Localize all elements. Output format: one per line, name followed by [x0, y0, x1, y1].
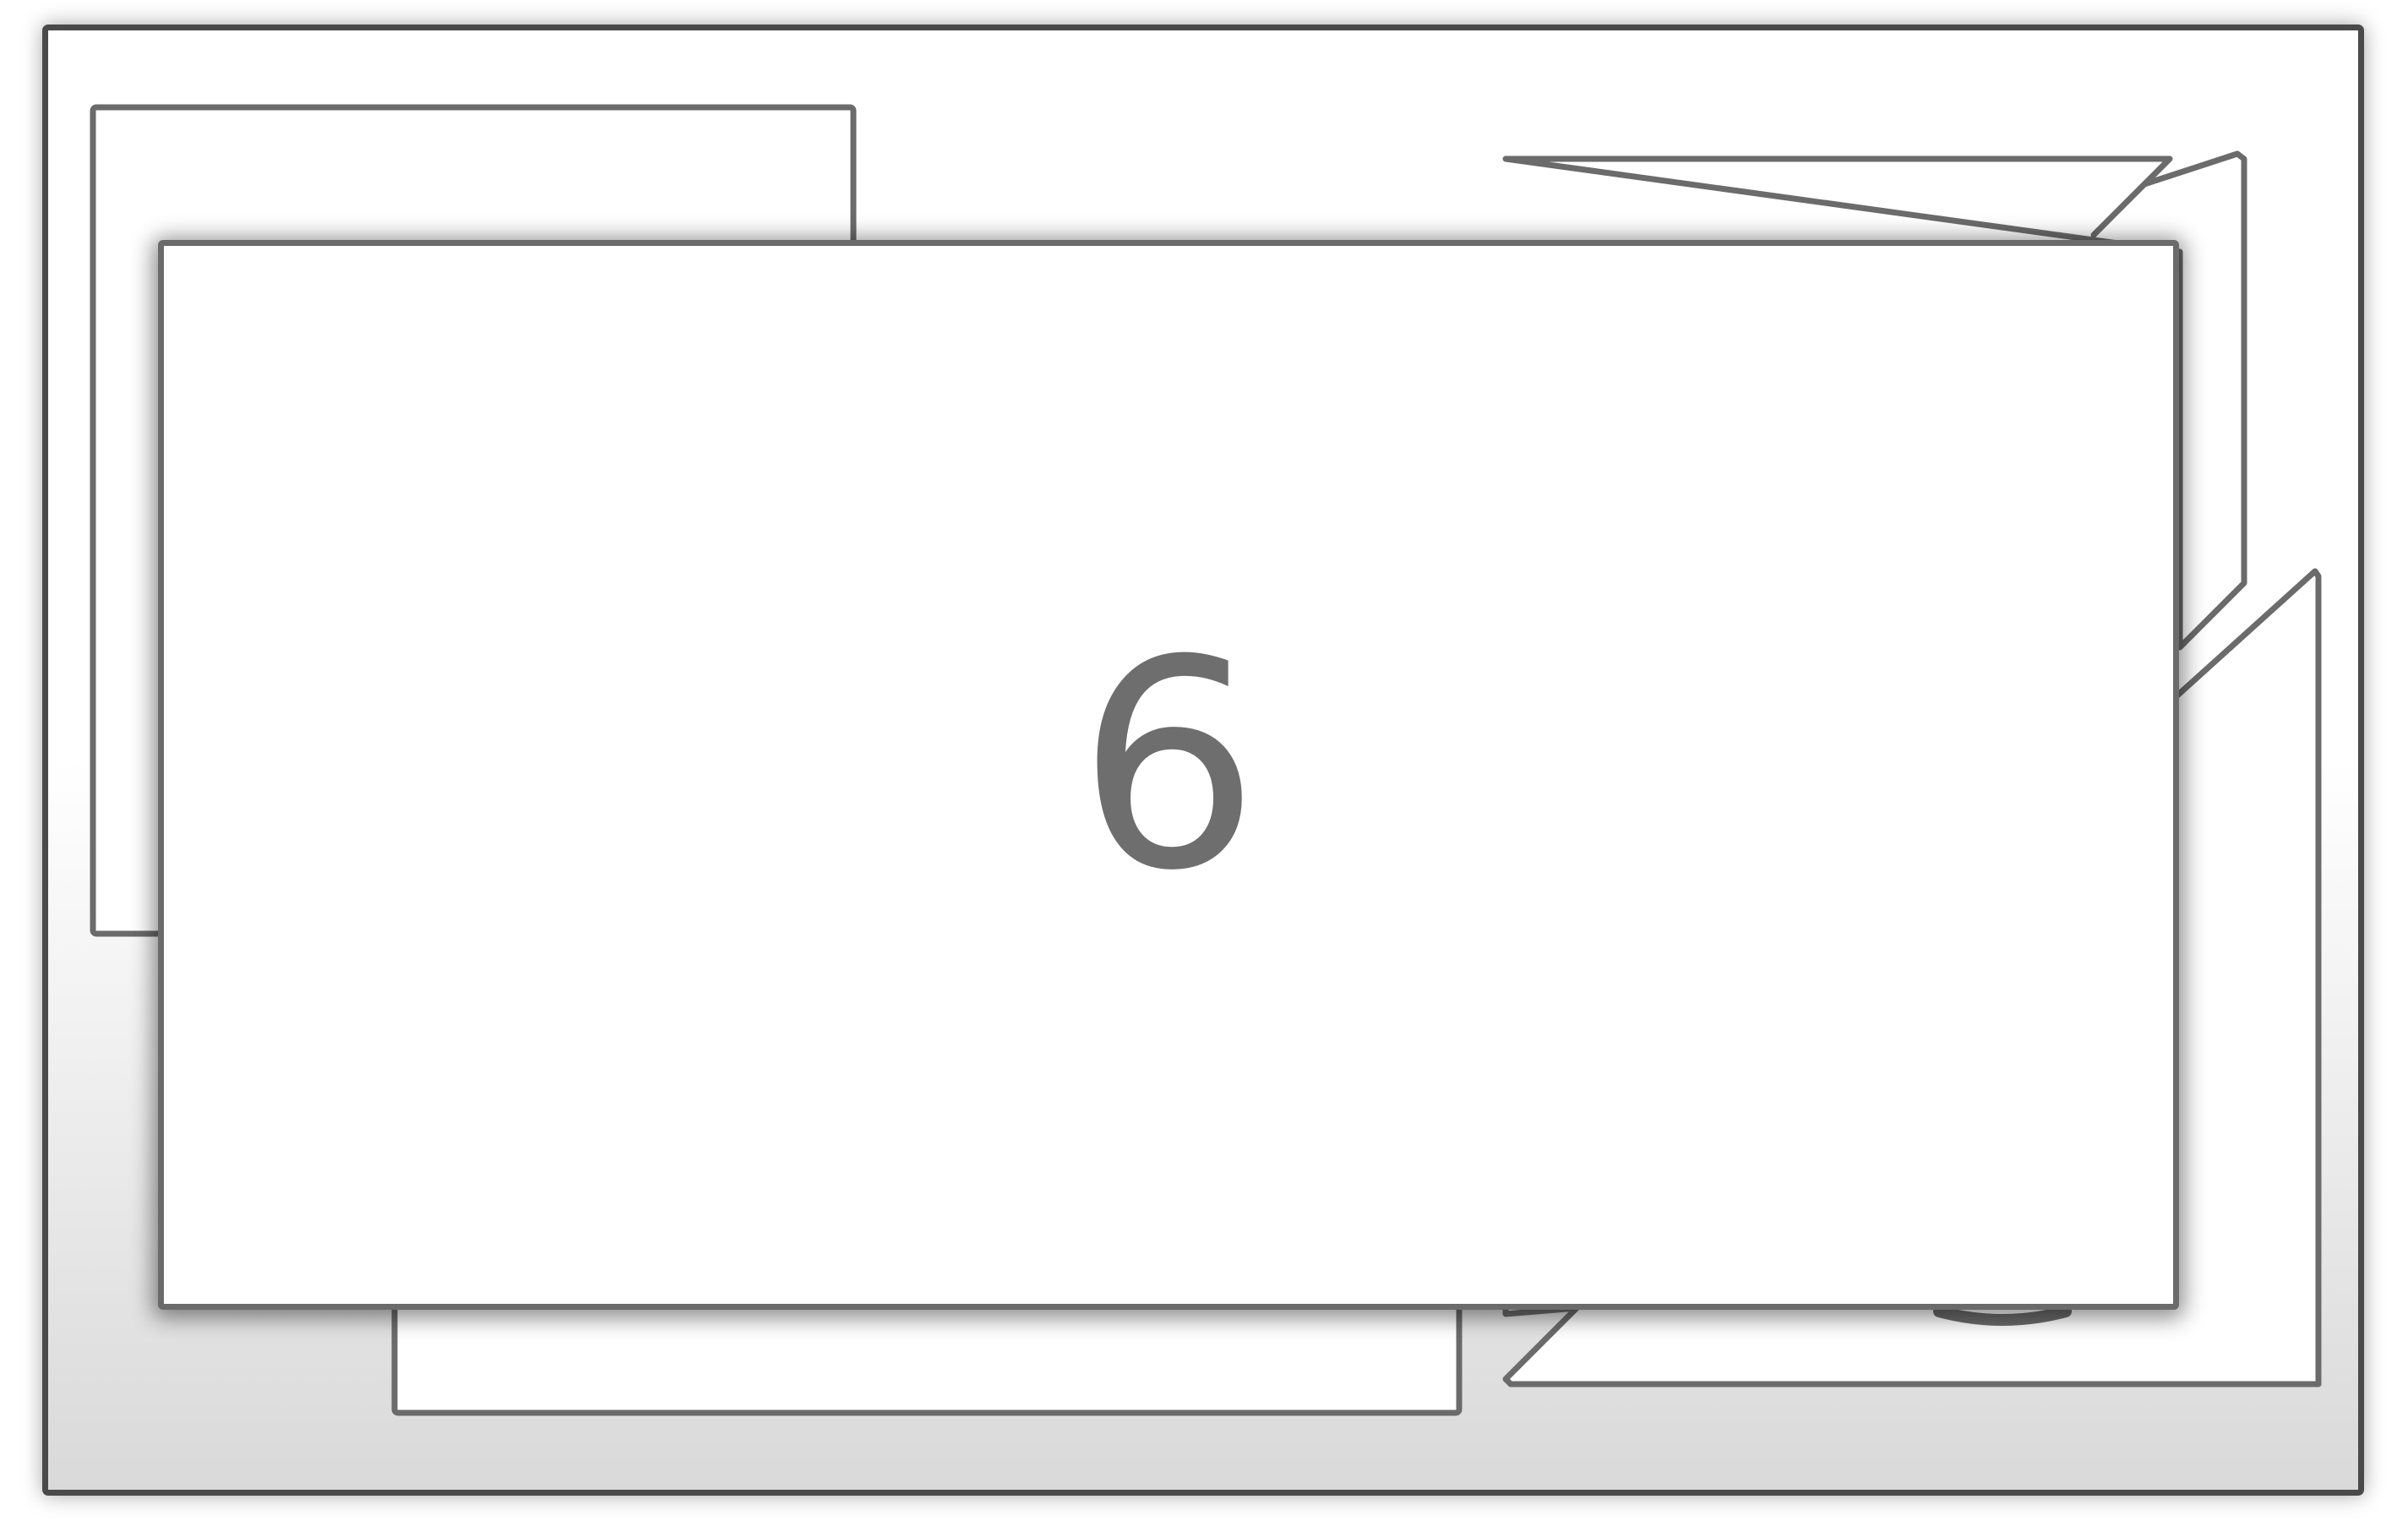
card-top-right[interactable] [1502, 150, 2247, 651]
hidden-card-digit [1933, 1306, 2072, 1326]
card-front-selected[interactable]: 6 [158, 240, 2179, 1310]
card-number-label: 6 [1076, 599, 1261, 934]
